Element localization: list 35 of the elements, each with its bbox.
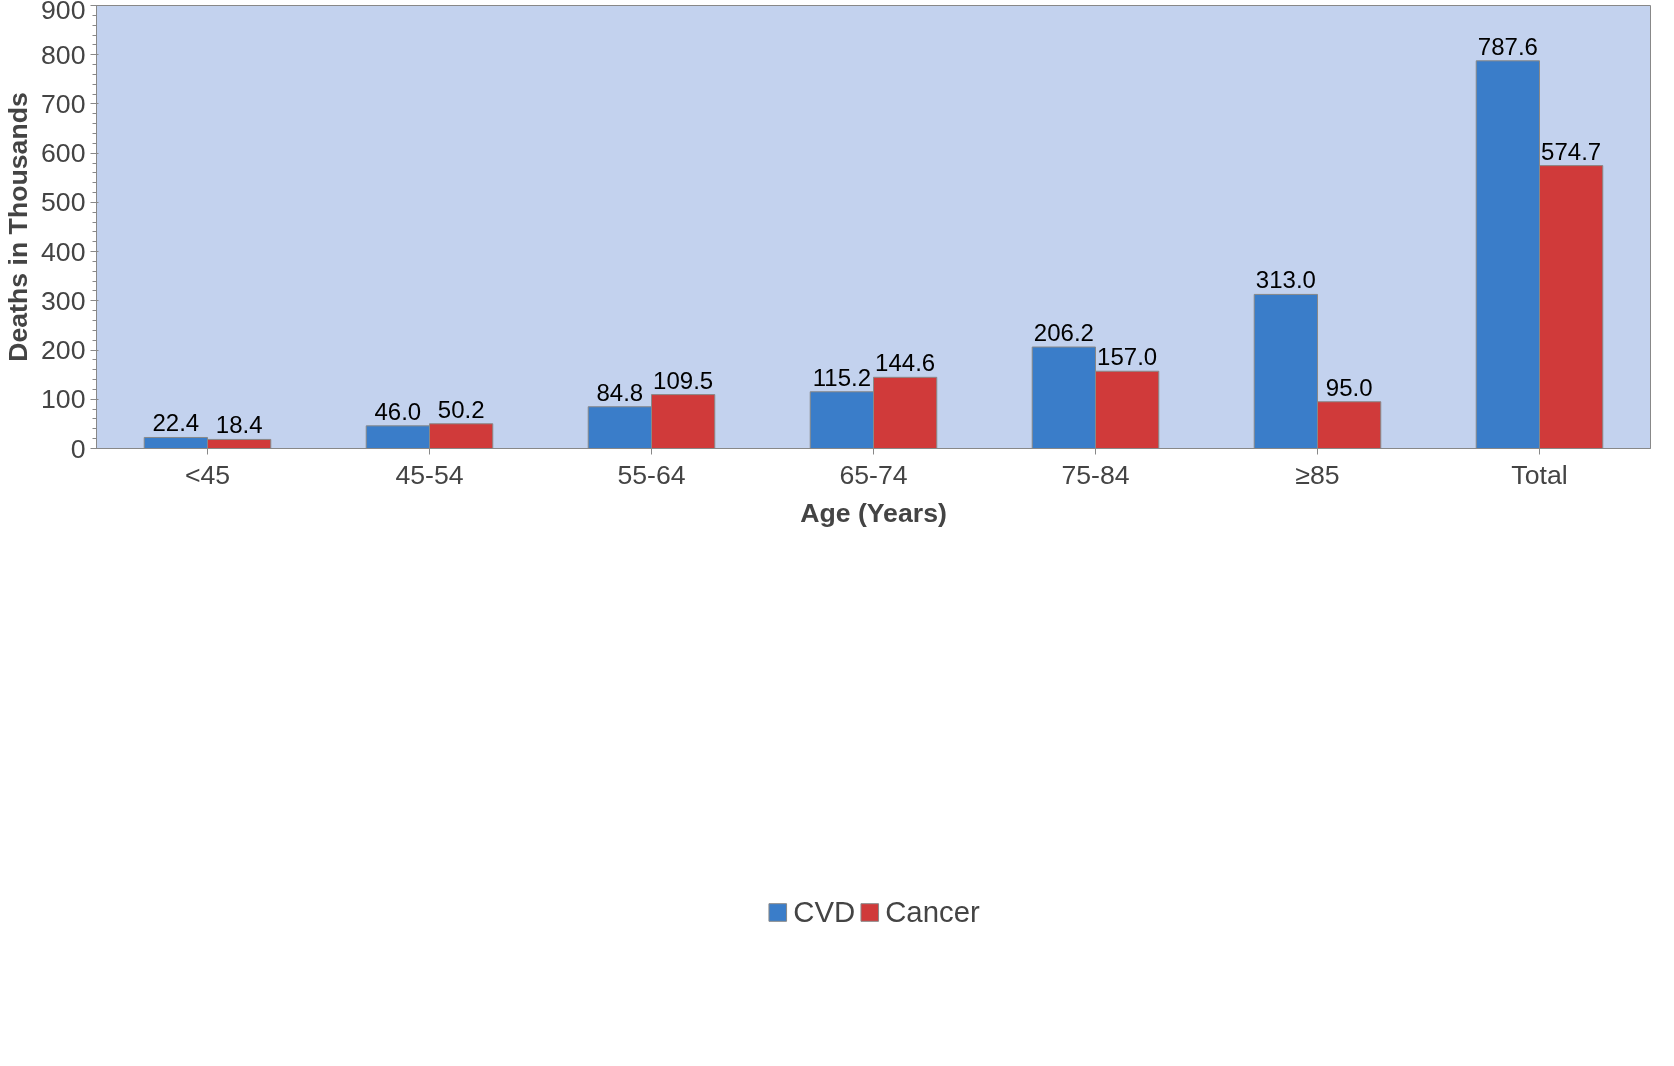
legend-label: Cancer [885,894,980,929]
legend-label: CVD [793,894,856,929]
x-tick-label: 55-64 [617,459,686,490]
data-label: 22.4 [152,409,200,437]
data-label: 50.2 [437,395,485,423]
y-tick-label: 100 [41,384,86,415]
x-tick-label: 45-54 [395,459,464,490]
data-label: 18.4 [215,411,263,439]
data-label: 46.0 [374,397,422,425]
y-tick-label: 0 [70,433,86,464]
y-tick-label: 200 [41,335,86,366]
y-tick-label: 800 [41,39,86,70]
data-label: 109.5 [653,366,714,394]
data-label: 787.6 [1477,32,1538,60]
x-tick-label: 75-84 [1061,459,1130,490]
y-tick-label: 900 [41,0,86,25]
data-label: 574.7 [1541,137,1602,165]
y-tick-label: 600 [41,138,86,169]
data-label: 206.2 [1033,319,1094,346]
y-tick-label: 700 [41,88,86,119]
data-label: 157.0 [1097,343,1158,371]
y-tick-label: 300 [41,285,86,316]
data-label: 144.6 [875,349,936,377]
data-label: 95.0 [1325,373,1373,401]
x-tick-label: ≥85 [1295,459,1340,490]
x-axis-title: Age (Years) [800,497,947,528]
y-axis-title: Deaths in Thousands [3,92,34,362]
data-label: 313.0 [1255,266,1316,294]
data-label: 84.8 [596,378,644,406]
x-tick-label: 65-74 [839,459,908,490]
data-label: 115.2 [812,363,872,391]
y-tick-label: 500 [41,187,86,218]
x-tick-label: <45 [184,459,231,490]
x-tick-label: Total [1511,459,1568,490]
y-tick-label: 400 [41,236,86,267]
